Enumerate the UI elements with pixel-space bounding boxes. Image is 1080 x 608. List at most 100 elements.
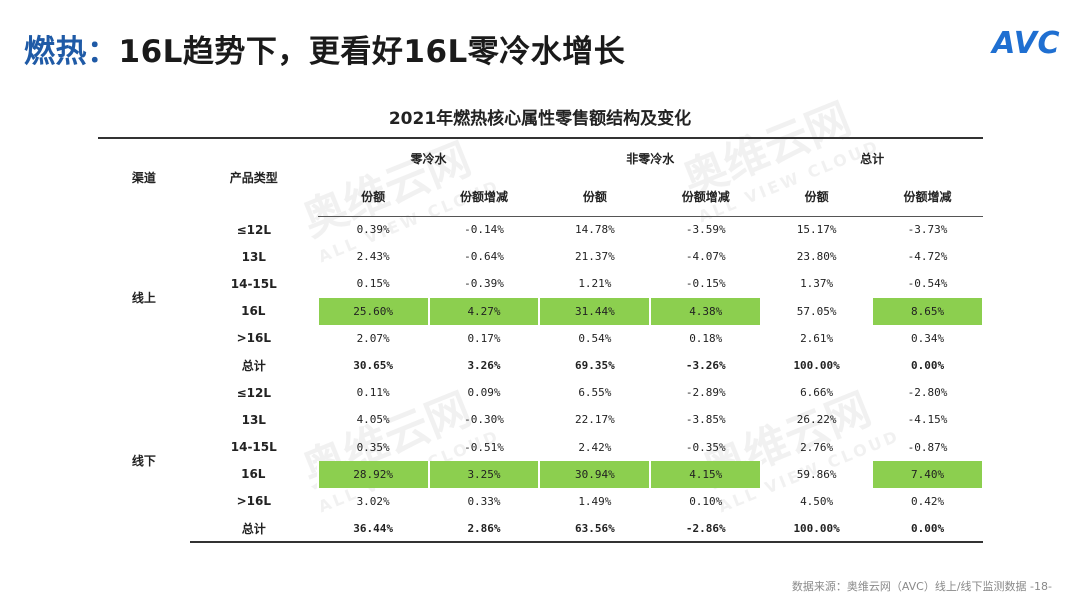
channel-cell: 线下 (131, 454, 156, 469)
value-cell: 14.78% (575, 223, 615, 237)
table-title: 2021年燃热核心属性零售额结构及变化 (388, 109, 692, 129)
value-cell: -0.64% (464, 250, 504, 264)
value-cell: 100.00% (793, 359, 840, 373)
value-cell: 4.38% (649, 297, 763, 325)
value-cell: 21.37% (575, 250, 615, 264)
value-cell: 3.25% (427, 460, 541, 488)
value-cell: 0.34% (910, 331, 945, 345)
table-row: >16L 2.07% 0.17% 0.54% 0.18% 2.61% 0.34% (98, 325, 983, 352)
value-cell: 23.80% (796, 250, 837, 264)
value-cell: -4.07% (685, 250, 726, 264)
product-type-cell: 16L (241, 467, 266, 482)
value-cell: -3.85% (685, 413, 726, 427)
header-share-change: 份额增减 (650, 178, 762, 217)
value-cell: -0.35% (685, 440, 726, 454)
table-row: 总计 30.65% 3.26% 69.35% -3.26% 100.00% 0.00% (98, 352, 983, 379)
value-cell: 0.33% (467, 494, 501, 508)
value-cell: -3.59% (685, 223, 726, 237)
product-type-cell: >16L (236, 331, 271, 346)
value-cell: 0.00% (872, 515, 983, 544)
table-row: 线下 ≤12L 0.11% 0.09% 6.55% -2.89% 6.66% -2.80% (98, 379, 983, 468)
value-cell: -0.15% (685, 277, 726, 291)
table-row: 总计 36.44% 2.86% 63.56% -2.86% 100.00% 0.00% (98, 515, 983, 544)
header-share: 份额 (317, 178, 429, 217)
value-cell: 6.55% (578, 386, 612, 400)
value-cell: -0.39% (464, 277, 504, 291)
table-row: 16L 25.60% 4.27% 31.44% 4.38% 57.05% 8.65% (98, 297, 984, 325)
value-cell: -0.51% (464, 440, 504, 454)
value-cell: -2.89% (685, 386, 726, 400)
product-type-cell: ≤12L (236, 385, 271, 400)
value-cell: 2.42% (578, 440, 612, 454)
data-source-note: 数据来源：奥维云网（AVC）线上/线下监测数据 -18- (791, 580, 1052, 593)
table-row: >16L 3.02% 0.33% 1.49% 0.10% 4.50% 0.42% (98, 488, 983, 515)
header-channel: 渠道 (98, 137, 190, 216)
header-share: 份额 (539, 178, 651, 217)
product-type-cell: >16L (236, 494, 271, 509)
value-cell: 4.15% (649, 460, 763, 488)
value-cell: 1.37% (800, 277, 834, 291)
product-type-cell: ≤12L (236, 222, 271, 237)
value-cell: 30.94% (538, 460, 652, 488)
data-table: 渠道 产品类型 零冷水 非零冷水 总计 份额 份额增减 份额 份额增减 份额 份… (98, 137, 984, 544)
value-cell: 0.54% (578, 331, 612, 345)
value-cell: 0.09% (467, 386, 501, 400)
header-share: 份额 (761, 178, 873, 217)
header-group-zero-cold: 零冷水 (317, 137, 540, 178)
header-group-total: 总计 (761, 137, 983, 178)
product-type-cell: 总计 (189, 515, 318, 544)
value-cell: 3.26% (467, 359, 501, 373)
value-cell: 0.10% (689, 494, 723, 508)
product-type-cell: 16L (241, 304, 266, 319)
product-type-cell: 13L (241, 249, 266, 264)
header-group-non-zero-cold: 非零冷水 (539, 137, 762, 178)
logo-text: AVC (992, 26, 1060, 61)
value-cell: 7.40% (871, 460, 984, 488)
value-cell: 0.42% (910, 494, 945, 508)
value-cell: 2.61% (800, 331, 834, 345)
value-cell: 0.11% (356, 386, 390, 400)
value-cell: 57.05% (796, 304, 837, 318)
value-cell: 30.65% (353, 359, 393, 373)
channel-cell: 线上 (131, 291, 156, 306)
value-cell: 15.17% (796, 223, 837, 237)
product-type-cell: 14-15L (230, 276, 277, 291)
value-cell: 0.17% (467, 331, 501, 345)
value-cell: 0.00% (910, 359, 945, 373)
table-row: 14-15L 0.15% -0.39% 1.21% -0.15% 1.37% -0.54% (98, 270, 983, 297)
value-cell: 8.65% (871, 297, 984, 325)
table-row: 13L 4.05% -0.30% 22.17% -3.85% 26.22% -4.15% (98, 406, 983, 433)
value-cell: 2.76% (800, 440, 834, 454)
slide-title-lead: 燃热： (24, 34, 119, 70)
value-cell: 2.86% (428, 515, 540, 544)
value-cell: -3.26% (685, 359, 726, 373)
value-cell: 4.50% (800, 494, 834, 508)
slide-title: 燃热：16L趋势下，更看好16L零冷水增长 (24, 26, 625, 71)
value-cell: -2.86% (650, 515, 762, 544)
table-row: 线上 ≤12L 0.39% -0.14% 14.78% -3.59% 15.17% -3.73… (98, 216, 983, 305)
table-row: 14-15L 0.35% -0.51% 2.42% -0.35% 2.76% -0.87% (98, 434, 983, 461)
value-cell: 59.86% (796, 467, 837, 481)
header-share-change: 份额增减 (872, 178, 983, 217)
product-type-cell: 13L (241, 412, 266, 427)
value-cell: 63.56% (539, 515, 651, 544)
value-cell: -0.54% (907, 277, 948, 291)
value-cell: 26.22% (796, 413, 837, 427)
value-cell: 0.39% (356, 223, 390, 237)
value-cell: 1.21% (578, 277, 612, 291)
value-cell: 0.35% (356, 440, 390, 454)
product-type-cell: 总计 (241, 359, 266, 374)
value-cell: 22.17% (575, 413, 615, 427)
value-cell: -3.73% (907, 223, 948, 237)
avc-logo: AVC (992, 26, 1060, 61)
table-row: 13L 2.43% -0.64% 21.37% -4.07% 23.80% -4.72% (98, 243, 983, 270)
value-cell: 69.35% (575, 359, 615, 373)
value-cell: 2.43% (356, 250, 390, 264)
value-cell: 3.02% (356, 494, 390, 508)
value-cell: -0.30% (464, 413, 504, 427)
value-cell: -2.80% (907, 386, 948, 400)
value-cell: -0.87% (907, 440, 948, 454)
table-row: 16L 28.92% 3.25% 30.94% 4.15% 59.86% 7.40% (98, 460, 984, 488)
value-cell: -4.72% (907, 250, 948, 264)
value-cell: 0.15% (356, 277, 390, 291)
